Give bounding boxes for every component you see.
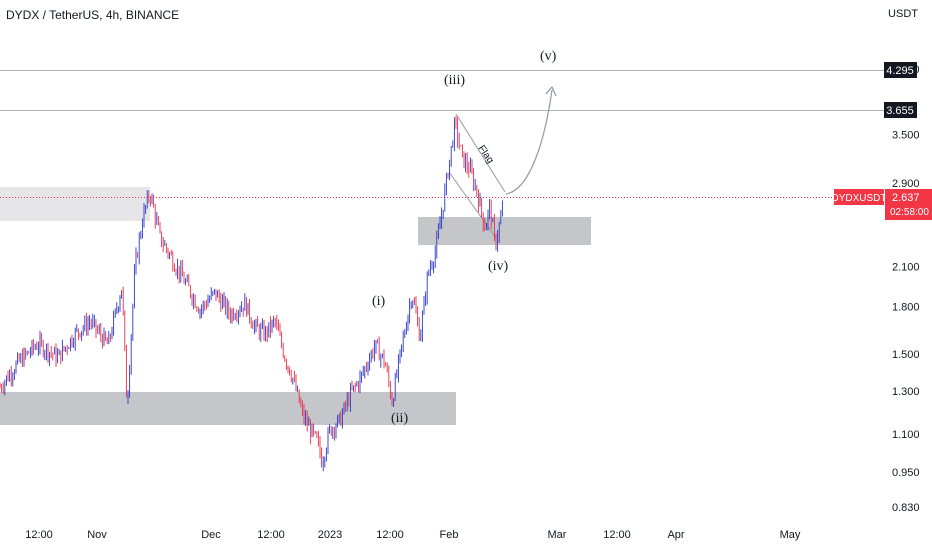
x-tick-label: 12:00 bbox=[603, 529, 631, 541]
x-tick-label: 12:00 bbox=[376, 529, 404, 541]
y-tick-label: 3.500 bbox=[892, 129, 920, 141]
wave-iv-zone bbox=[418, 217, 591, 245]
last-price-badge bbox=[885, 189, 932, 220]
x-tick-label: May bbox=[780, 529, 801, 541]
x-axis[interactable]: 12:00 Nov Dec 12:00 2023 12:00 Feb Mar 12:00 Apr M… bbox=[25, 529, 801, 541]
target-price-text: 4.295 bbox=[886, 65, 914, 77]
chart-title: DYDX / TetherUS, 4h, BINANCE bbox=[6, 8, 180, 22]
target-price-badge bbox=[884, 62, 917, 78]
y-tick-label: 1.800 bbox=[892, 302, 920, 314]
wave3-price-text: 3.655 bbox=[886, 105, 914, 117]
x-tick-label: 12:00 bbox=[257, 529, 285, 541]
countdown-text: 02:58:00 bbox=[890, 207, 929, 218]
candles bbox=[0, 116, 503, 472]
symbol-text: DYDXUSDT bbox=[831, 193, 886, 204]
wave-label-iii: (iii) bbox=[444, 73, 465, 88]
x-tick-label: Dec bbox=[201, 529, 221, 541]
wave5-projection bbox=[505, 89, 553, 195]
x-tick-label: Apr bbox=[667, 529, 684, 541]
y-tick-label: 1.300 bbox=[892, 386, 920, 398]
lower-support-zone bbox=[0, 392, 456, 425]
y-tick-label: 0.830 bbox=[892, 502, 920, 514]
last-price-text: 2.637 bbox=[892, 192, 920, 204]
y-axis[interactable]: 4.5003.5002.9002.1001.8001.5001.3001.100… bbox=[892, 64, 920, 514]
wave-label-iv: (iv) bbox=[488, 259, 509, 274]
upper-resistance-zone bbox=[0, 187, 150, 221]
x-tick-label: 2023 bbox=[318, 529, 342, 541]
price-unit: USDT bbox=[888, 8, 918, 20]
x-tick-label: Mar bbox=[548, 529, 567, 541]
symbol-badge[interactable] bbox=[834, 189, 884, 205]
flag-upper-line bbox=[455, 113, 506, 193]
x-tick-label: Feb bbox=[440, 529, 459, 541]
y-tick-label: 2.100 bbox=[892, 262, 920, 274]
x-tick-label: 12:00 bbox=[25, 529, 53, 541]
wave3-price-badge bbox=[884, 102, 917, 118]
wave-label-v: (v) bbox=[540, 49, 557, 64]
flag-label: Flag bbox=[476, 143, 496, 165]
y-tick-label: 1.100 bbox=[892, 429, 920, 441]
y-tick-label: 0.950 bbox=[892, 467, 920, 479]
y-tick-label: 2.900 bbox=[892, 178, 920, 190]
wave-label-i: (i) bbox=[372, 294, 386, 309]
projection-arrowhead bbox=[545, 85, 557, 97]
y-tick-label: 1.500 bbox=[892, 349, 920, 361]
x-tick-label: Nov bbox=[87, 529, 107, 541]
wave-label-ii: (ii) bbox=[391, 411, 408, 426]
